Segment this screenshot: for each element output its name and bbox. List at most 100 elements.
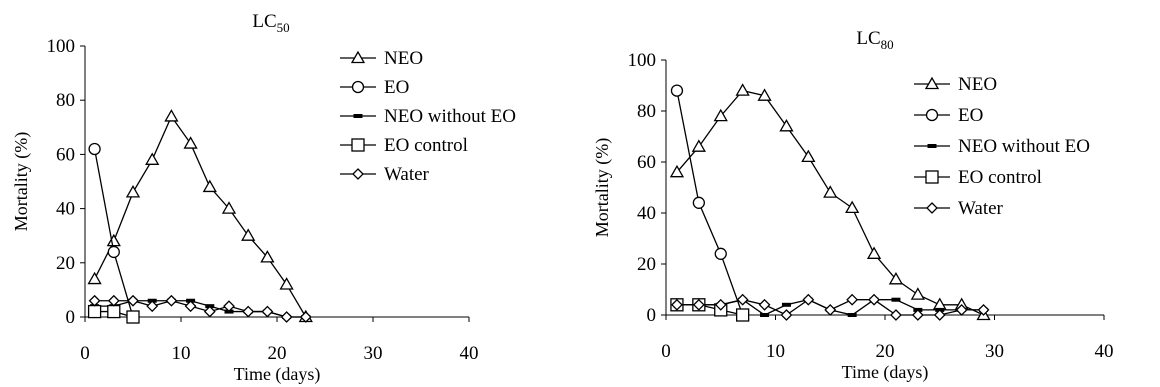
legend-marker [926, 202, 938, 214]
data-point [890, 309, 902, 321]
data-point [824, 303, 837, 316]
series-line [676, 90, 744, 316]
data-point [845, 200, 860, 214]
data-point [126, 310, 140, 324]
series-line [676, 89, 984, 316]
legend-marker [925, 108, 939, 122]
data-point [203, 305, 216, 318]
legend-item: NEO [914, 74, 997, 95]
legend-marker [924, 76, 940, 90]
series-line [94, 115, 307, 318]
data-point [165, 294, 178, 307]
legend-label: NEO without EO [958, 136, 1090, 157]
data-point [87, 304, 102, 319]
data-point [88, 294, 101, 307]
y-tick-label: 80 [56, 90, 75, 111]
data-point [146, 300, 159, 313]
data-point [223, 300, 235, 313]
legend-label: EO [384, 77, 409, 98]
data-point [88, 142, 101, 156]
data-point [107, 294, 120, 307]
legend-item: EO control [914, 167, 1042, 188]
data-point [669, 164, 685, 178]
data-point [242, 305, 255, 318]
data-point [910, 287, 925, 300]
data-point [846, 293, 859, 306]
data-point [107, 245, 120, 259]
legend: NEO EO NEO without EO EO control Water [914, 74, 1090, 219]
legend-label: NEO without EO [384, 106, 516, 127]
x-axis-label: Time (days) [234, 364, 321, 385]
y-tick-label: 100 [628, 50, 657, 71]
legend-marker [350, 50, 366, 64]
legend: NEO EO NEO without EO EO control Water [340, 48, 516, 185]
legend-marker [927, 144, 937, 148]
legend-label: EO control [384, 135, 468, 156]
y-tick-label: 40 [637, 203, 656, 224]
series-eo-control [670, 298, 750, 322]
legend-item: NEO without EO [340, 106, 516, 127]
data-point [933, 309, 946, 321]
series-eo-control [87, 304, 140, 324]
data-point [127, 294, 139, 307]
series-eo [670, 84, 749, 322]
data-point [280, 311, 293, 323]
chart-title: LC80 [856, 28, 893, 52]
data-point [823, 185, 838, 198]
data-point [736, 293, 749, 306]
data-point [202, 179, 217, 193]
data-point [241, 228, 256, 241]
data-point [164, 109, 179, 122]
legend-item: Water [340, 164, 430, 185]
data-point [868, 293, 880, 306]
data-point [671, 298, 683, 311]
x-axis-label: Time (days) [842, 362, 929, 383]
chart-title-subscript: 50 [277, 20, 290, 35]
data-point [691, 139, 706, 152]
data-point [107, 304, 121, 319]
x-tick-label: 30 [364, 343, 383, 364]
chart-1: 0 20 40 60 80 100 0 10 20 30 40 Time (days) Mortalit… [11, 11, 516, 385]
data-point [955, 303, 968, 316]
data-point [891, 297, 901, 302]
data-point [184, 300, 197, 313]
data-point [736, 308, 750, 322]
data-point [279, 277, 294, 290]
legend-label: Water [384, 164, 430, 185]
legend-item: NEO without EO [914, 136, 1090, 157]
data-point [714, 298, 727, 311]
legend-item: EO [914, 105, 983, 126]
x-tick-label: 30 [985, 341, 1004, 362]
data-point [802, 293, 815, 306]
data-point [780, 309, 793, 321]
data-point [888, 271, 904, 285]
chart-title: LC50 [252, 11, 289, 35]
legend-marker [351, 80, 365, 94]
data-point [714, 247, 727, 260]
legend-item: NEO [340, 48, 423, 69]
data-point [781, 302, 791, 307]
y-tick-label: 0 [647, 305, 657, 326]
legend-label: EO control [958, 167, 1042, 188]
legend-label: NEO [958, 74, 997, 95]
series-neo [669, 83, 991, 321]
y-tick-label: 80 [637, 101, 656, 122]
y-tick-label: 100 [47, 36, 76, 57]
data-point [299, 311, 312, 323]
chart-title-subscript: 80 [881, 37, 894, 52]
data-point [757, 88, 772, 101]
y-tick-label: 60 [637, 152, 656, 173]
data-point [866, 246, 882, 259]
data-point [779, 118, 794, 132]
series-line [676, 304, 743, 316]
legend-label: EO [958, 105, 983, 126]
legend-marker [352, 168, 364, 180]
y-tick-label: 20 [56, 253, 75, 274]
data-point [758, 298, 771, 311]
y-axis-label: Mortality (%) [11, 132, 32, 231]
x-tick-label: 40 [460, 343, 479, 364]
data-point [125, 185, 141, 198]
data-point [713, 108, 728, 122]
data-point [932, 297, 947, 310]
